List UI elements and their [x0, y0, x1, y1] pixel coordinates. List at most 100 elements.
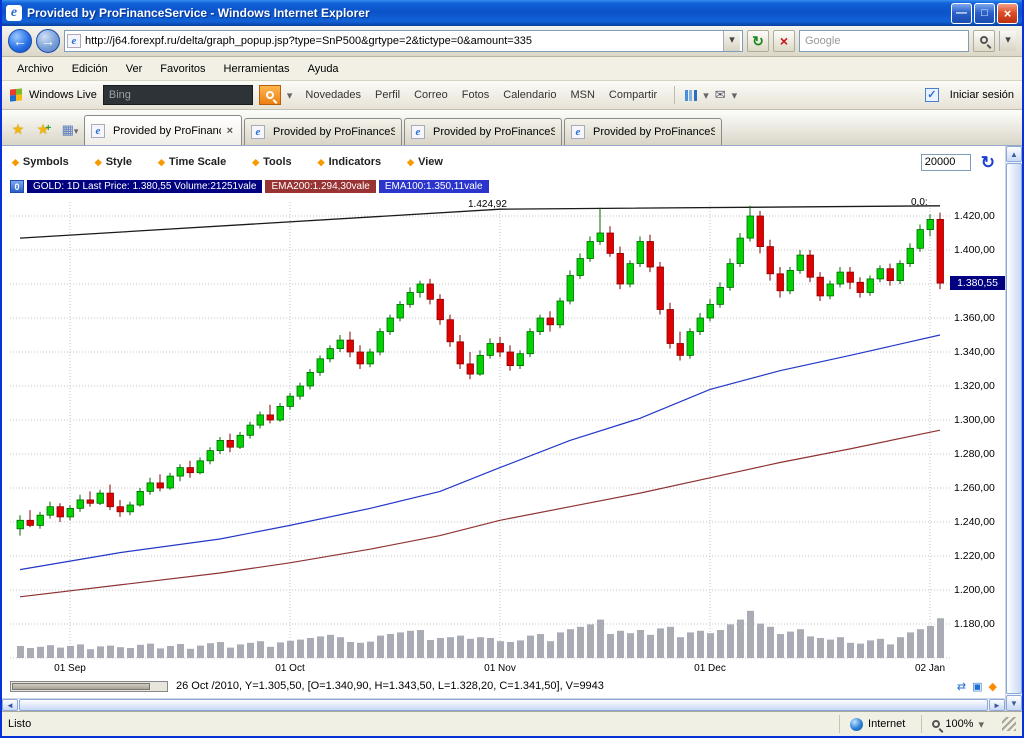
price-axis-label: 1.280,00 — [954, 447, 995, 460]
stop-button[interactable]: × — [773, 30, 795, 52]
back-button[interactable]: ← — [8, 29, 32, 53]
chart-menu-style[interactable]: ◆ Style — [95, 156, 132, 168]
tab-2[interactable]: e Provided by ProFinanceSer... — [244, 118, 402, 145]
price-axis-label: 1.260,00 — [954, 481, 995, 494]
tab-3[interactable]: e Provided by ProFinanceSer... — [404, 118, 562, 145]
menu-ver[interactable]: Ver — [125, 62, 143, 75]
menu-edici-n[interactable]: Edición — [71, 62, 108, 75]
chart-plot-area[interactable]: 01 Sep 01 Oct 01 Nov 01 Dec 02 Jan 1.424,92 0,… — [2, 194, 1005, 678]
maximize-button[interactable]: □ — [974, 2, 995, 24]
candlestick-chart[interactable]: 01 Sep 01 Oct 01 Nov 01 Dec 02 Jan 1.424,92 0,… — [10, 194, 950, 678]
chart-menu-time-scale[interactable]: ◆ Time Scale — [158, 156, 226, 168]
menu-ayuda[interactable]: Ayuda — [307, 62, 339, 75]
star-add-icon: ★ — [36, 121, 50, 137]
diamond-icon: ◆ — [407, 156, 415, 167]
chart-application: ◆ Symbols ◆ Style ◆ Time Scale ◆ Tools ◆ Indicato… — [2, 146, 1005, 698]
stats-dropdown-icon[interactable]: ▾ — [703, 89, 709, 102]
scroll-right-button[interactable]: ► — [989, 699, 1005, 711]
price-axis-label: 1.180,00 — [954, 617, 995, 630]
vertical-scrollbar[interactable]: ▲ ▼ — [1005, 146, 1022, 711]
amount-input[interactable]: 20000 — [920, 153, 971, 171]
scroll-down-button[interactable]: ▼ — [1006, 695, 1022, 711]
scroll-left-button[interactable]: ◄ — [2, 699, 18, 711]
tab-ie-icon: e — [411, 125, 425, 139]
zoom-icon — [932, 720, 941, 728]
menu-favoritos[interactable]: Favoritos — [160, 62, 206, 75]
legend-main: GOLD: 1D Last Price: 1.380,55 Volume:212… — [27, 179, 263, 193]
chart-legend-row: 0 GOLD: 1D Last Price: 1.380,55 Volume:2… — [2, 178, 1005, 194]
magnet-icon[interactable]: ▣ — [972, 680, 983, 693]
svg-text:0,0:: 0,0: — [911, 197, 928, 208]
autoscroll-icon[interactable]: ⇄ — [956, 680, 967, 693]
horizontal-scroll-thumb[interactable] — [19, 699, 988, 711]
resize-grip[interactable] — [1002, 717, 1016, 731]
menu-bar: Archivo Edición Ver Favoritos Herramientas Ay… — [2, 57, 1022, 81]
save-icon[interactable]: ◆ — [988, 680, 997, 693]
refresh-button[interactable]: ↻ — [747, 30, 769, 52]
legend-collapse-button[interactable]: 0 — [10, 179, 24, 193]
chart-menu-indicators[interactable]: ◆ Indicators — [318, 156, 382, 168]
windows-live-flag-icon — [10, 87, 23, 102]
mail-dropdown-icon[interactable]: ▾ — [731, 89, 738, 102]
search-go-button[interactable] — [973, 30, 995, 52]
horizontal-scrollbar[interactable]: ◄ ► — [2, 698, 1005, 711]
zoom-panel[interactable]: 100% ▾ — [921, 715, 994, 733]
chart-menu-label: View — [418, 156, 443, 168]
windows-live-toolbar: Windows Live Bing ▾ Novedades Perfil Corre… — [2, 81, 1022, 110]
close-button[interactable]: × — [997, 2, 1018, 24]
price-axis-label: 1.420,00 — [954, 209, 995, 222]
chart-scrollbar[interactable] — [10, 680, 168, 692]
price-axis-label: 1.200,00 — [954, 583, 995, 596]
svg-text:01 Sep: 01 Sep — [54, 663, 86, 674]
chart-menu-view[interactable]: ◆ View — [407, 156, 443, 168]
price-axis-label: 1.360,00 — [954, 311, 995, 324]
search-input[interactable]: Google — [799, 30, 969, 52]
live-link-correo[interactable]: Correo — [414, 89, 448, 101]
forward-button[interactable]: → — [36, 29, 60, 53]
tabs-container: e Provided by ProFinance... × e Provided by … — [84, 115, 722, 145]
globe-icon — [850, 717, 864, 731]
url-text[interactable]: http://j64.forexpf.ru/delta/graph_popup.… — [85, 35, 533, 47]
chart-menu-tools[interactable]: ◆ Tools — [252, 156, 291, 168]
chart-menu-symbols[interactable]: ◆ Symbols — [12, 156, 69, 168]
bing-dropdown-icon[interactable]: ▾ — [286, 89, 293, 102]
signin-check-icon: ✓ — [924, 88, 939, 102]
tab-1[interactable]: e Provided by ProFinance... × — [84, 115, 242, 145]
add-favorite-button[interactable]: ★+ — [32, 117, 56, 141]
stats-icon[interactable] — [685, 89, 698, 101]
minimize-button[interactable]: — — [951, 2, 972, 24]
scroll-up-button[interactable]: ▲ — [1006, 146, 1022, 162]
reload-chart-icon[interactable]: ↻ — [980, 152, 995, 172]
live-link-compartir[interactable]: Compartir — [608, 89, 658, 101]
tab-label: Provided by ProFinanceSer... — [433, 126, 555, 138]
svg-text:01 Dec: 01 Dec — [694, 663, 726, 674]
bing-search-input[interactable]: Bing — [102, 85, 253, 105]
status-bar: Listo Internet 100% ▾ — [2, 711, 1022, 736]
quick-tabs-button[interactable]: ▦▾ — [58, 117, 82, 141]
chart-scrollbar-thumb[interactable] — [12, 682, 150, 690]
menu-archivo[interactable]: Archivo — [17, 62, 54, 75]
signin-link[interactable]: Iniciar sesión — [949, 89, 1014, 101]
chart-menu-label: Style — [105, 156, 132, 168]
live-link-msn[interactable]: MSN — [570, 89, 595, 101]
live-link-calendario[interactable]: Calendario — [503, 89, 557, 101]
price-axis-label: 1.220,00 — [954, 549, 995, 562]
menu-herramientas[interactable]: Herramientas — [223, 62, 290, 75]
favorites-button[interactable]: ★ — [6, 117, 30, 141]
price-axis-label: 1.400,00 — [954, 243, 995, 256]
search-options-dropdown[interactable]: ▾ — [999, 31, 1016, 51]
chart-menu-label: Tools — [263, 156, 292, 168]
address-bar[interactable]: e http://j64.forexpf.ru/delta/graph_popu… — [64, 30, 743, 52]
tab-4[interactable]: e Provided by ProFinanceSer... — [564, 118, 722, 145]
price-axis-label: 1.240,00 — [954, 515, 995, 528]
tab-close-icon[interactable]: × — [226, 124, 233, 137]
live-link-perfil[interactable]: Perfil — [375, 89, 401, 101]
mail-icon[interactable]: ✉ — [714, 87, 726, 102]
diamond-icon: ◆ — [317, 156, 325, 167]
zoom-dropdown-icon[interactable]: ▾ — [978, 718, 984, 731]
address-dropdown-button[interactable]: ▾ — [723, 31, 740, 51]
bing-search-button[interactable] — [258, 85, 281, 105]
vertical-scroll-thumb[interactable] — [1006, 163, 1022, 694]
live-link-novedades[interactable]: Novedades — [305, 89, 362, 101]
live-link-fotos[interactable]: Fotos — [461, 89, 490, 101]
